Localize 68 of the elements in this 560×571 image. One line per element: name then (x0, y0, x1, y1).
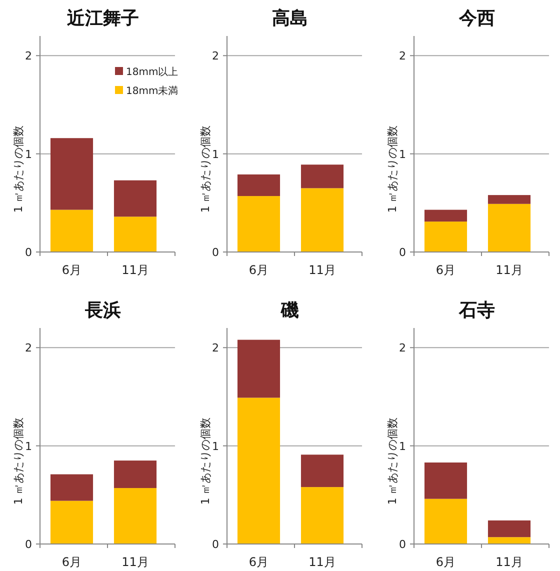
x-tick-label: 6月 (436, 555, 456, 569)
y-axis-title: 1 ㎡あたりの個数 (12, 125, 25, 213)
bar (488, 520, 531, 538)
bar (300, 487, 344, 544)
bar (424, 462, 468, 499)
bar (424, 498, 468, 544)
x-tick-label: 11月 (496, 263, 523, 277)
x-tick-label: 11月 (122, 555, 149, 569)
bar (50, 138, 94, 210)
y-tick-label: 1 (399, 148, 406, 161)
bar (488, 537, 531, 544)
y-tick-label: 2 (212, 342, 219, 355)
y-axis-title: 1 ㎡あたりの個数 (386, 417, 399, 505)
legend-label: 18mm未満 (126, 85, 178, 97)
x-tick-label: 6月 (248, 555, 269, 569)
bar (50, 474, 94, 501)
bar (237, 340, 280, 398)
bar (50, 210, 94, 252)
bar (424, 222, 468, 252)
bar (114, 488, 157, 544)
y-tick-label: 1 (212, 440, 219, 453)
x-tick-label: 6月 (62, 555, 82, 569)
y-tick-label: 1 (212, 148, 219, 161)
chart-title: 今西 (458, 8, 495, 29)
bar (114, 460, 157, 488)
x-tick-label: 6月 (436, 263, 456, 277)
y-tick-label: 0 (25, 538, 32, 551)
y-tick-label: 1 (25, 440, 32, 453)
bar (488, 204, 531, 252)
x-tick-label: 6月 (248, 263, 269, 277)
bar (114, 216, 157, 252)
bar (488, 195, 531, 204)
x-tick-label: 6月 (62, 263, 82, 277)
bar (300, 188, 344, 252)
chart-title: 近江舞子 (66, 8, 139, 29)
bar (300, 164, 344, 188)
bar (114, 180, 157, 217)
bar (237, 174, 280, 196)
y-tick-label: 0 (25, 246, 32, 259)
x-tick-label: 11月 (122, 263, 149, 277)
y-tick-label: 0 (212, 246, 219, 259)
y-axis-title: 1 ㎡あたりの個数 (386, 125, 399, 213)
chart-title: 磯 (280, 300, 299, 321)
y-tick-label: 1 (25, 148, 32, 161)
y-tick-label: 2 (25, 342, 32, 355)
y-tick-label: 2 (399, 342, 406, 355)
y-axis-title: 1 ㎡あたりの個数 (199, 417, 212, 505)
y-tick-label: 0 (399, 538, 406, 551)
y-tick-label: 2 (399, 50, 406, 63)
bar (424, 210, 468, 222)
chart-title: 高島 (272, 8, 308, 29)
y-tick-label: 2 (25, 50, 32, 63)
bar (50, 500, 94, 544)
chart-title: 長浜 (84, 300, 121, 321)
y-tick-label: 0 (212, 538, 219, 551)
chart-title: 石寺 (458, 300, 495, 321)
y-axis-title: 1 ㎡あたりの個数 (12, 417, 25, 505)
x-tick-label: 11月 (496, 555, 523, 569)
y-axis-title: 1 ㎡あたりの個数 (199, 125, 212, 213)
y-tick-label: 0 (399, 246, 406, 259)
bar (300, 454, 344, 488)
x-tick-label: 11月 (308, 263, 336, 277)
x-tick-label: 11月 (308, 555, 336, 569)
bar (237, 196, 280, 252)
bar (237, 398, 280, 544)
legend-label: 18mm以上 (126, 66, 178, 78)
y-tick-label: 2 (212, 50, 219, 63)
y-tick-label: 1 (399, 440, 406, 453)
